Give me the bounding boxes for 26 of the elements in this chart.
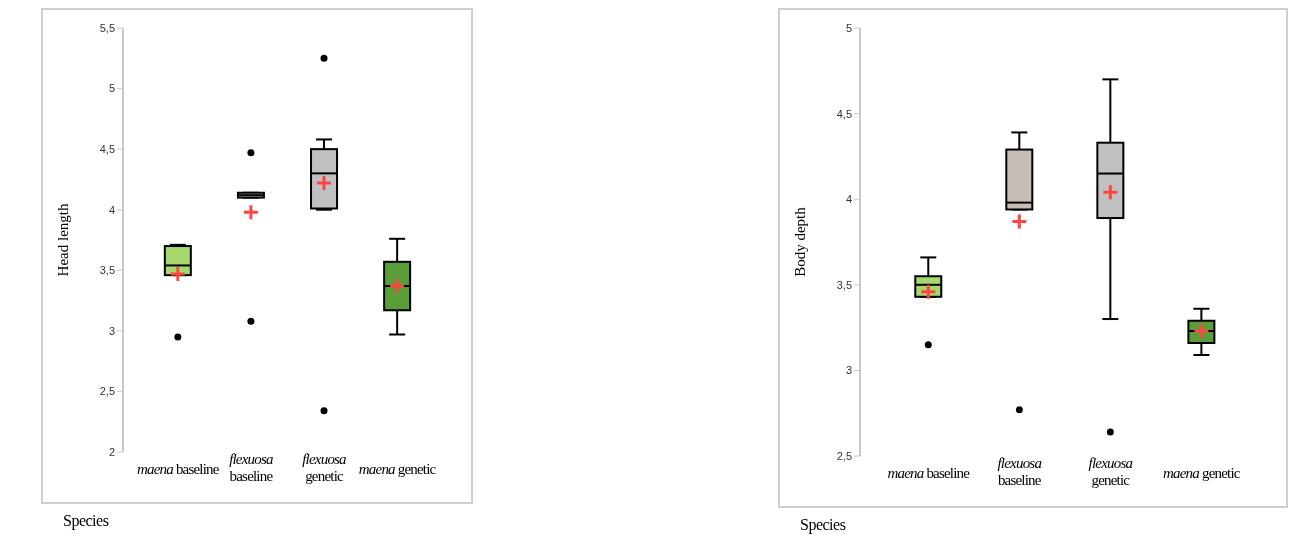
y-axis-title: Head length: [55, 203, 72, 277]
y-tick-label: 2,5: [836, 449, 852, 462]
y-tick-label: 2: [108, 445, 115, 458]
y-tick-label: 4,5: [99, 143, 115, 156]
y-tick-label: 2,5: [99, 385, 115, 398]
x-axis-title: Species: [800, 516, 846, 534]
x-tick-label: flexuosa baseline: [229, 451, 274, 484]
x-tick-label: flexuosa baseline: [997, 455, 1042, 488]
y-tick-label: 3,5: [99, 264, 115, 277]
y-axis-title: Body depth: [792, 206, 809, 277]
y-tick-label: 5: [845, 21, 852, 34]
y-tick-label: 4,5: [836, 107, 852, 120]
y-tick-label: 4: [845, 193, 852, 206]
y-tick-label: 4: [108, 203, 115, 216]
x-tick-label: maena genetic: [1163, 465, 1241, 481]
x-tick-label: flexuosa genetic: [302, 451, 347, 484]
x-tick-label: flexuosa genetic: [1088, 455, 1133, 488]
y-tick-label: 5,5: [99, 21, 115, 34]
x-tick-label: maena baseline: [136, 461, 220, 477]
x-tick-label: maena genetic: [358, 461, 437, 477]
x-tick-label: maena baseline: [887, 465, 971, 481]
x-axis-title: Species: [63, 512, 109, 530]
y-tick-label: 3: [845, 364, 852, 377]
y-tick-label: 5: [108, 82, 115, 95]
y-tick-label: 3: [108, 324, 115, 337]
y-tick-label: 3,5: [836, 278, 852, 291]
